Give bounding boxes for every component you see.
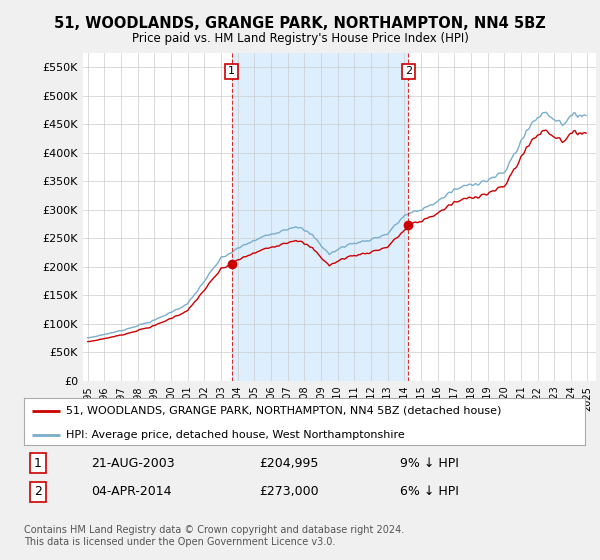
Text: 51, WOODLANDS, GRANGE PARK, NORTHAMPTON, NN4 5BZ: 51, WOODLANDS, GRANGE PARK, NORTHAMPTON,… bbox=[54, 16, 546, 31]
Text: 2: 2 bbox=[34, 486, 42, 498]
Text: £273,000: £273,000 bbox=[260, 486, 319, 498]
Text: 1: 1 bbox=[228, 67, 235, 76]
Text: £204,995: £204,995 bbox=[260, 456, 319, 470]
Text: 9% ↓ HPI: 9% ↓ HPI bbox=[400, 456, 459, 470]
Text: 6% ↓ HPI: 6% ↓ HPI bbox=[400, 486, 459, 498]
Text: 51, WOODLANDS, GRANGE PARK, NORTHAMPTON, NN4 5BZ (detached house): 51, WOODLANDS, GRANGE PARK, NORTHAMPTON,… bbox=[66, 406, 502, 416]
Text: 04-APR-2014: 04-APR-2014 bbox=[91, 486, 172, 498]
Text: Price paid vs. HM Land Registry's House Price Index (HPI): Price paid vs. HM Land Registry's House … bbox=[131, 32, 469, 45]
Text: 1: 1 bbox=[34, 456, 42, 470]
Text: 21-AUG-2003: 21-AUG-2003 bbox=[91, 456, 175, 470]
Bar bbox=[232, 53, 409, 381]
Text: 2: 2 bbox=[405, 67, 412, 76]
Text: Contains HM Land Registry data © Crown copyright and database right 2024.
This d: Contains HM Land Registry data © Crown c… bbox=[24, 525, 404, 547]
Text: HPI: Average price, detached house, West Northamptonshire: HPI: Average price, detached house, West… bbox=[66, 430, 405, 440]
